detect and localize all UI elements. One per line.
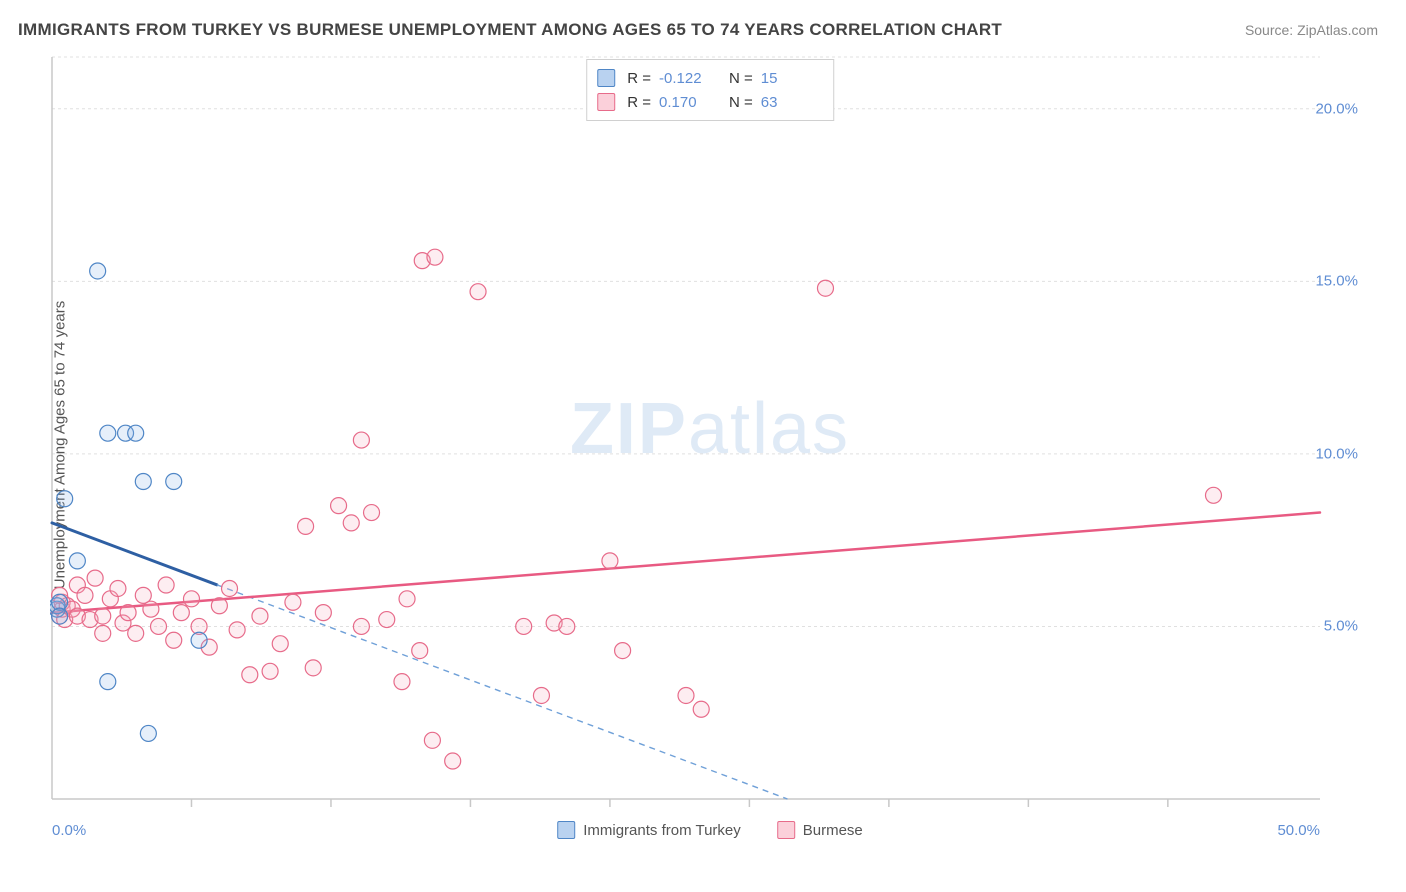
series-legend-item-0: Immigrants from Turkey: [557, 821, 741, 839]
series-legend: Immigrants from Turkey Burmese: [557, 821, 863, 839]
series-label-0: Immigrants from Turkey: [583, 822, 741, 839]
legend-r-value-1: 0.170: [659, 94, 717, 111]
legend-n-label: N =: [729, 70, 753, 87]
legend-row-series-1: R = 0.170 N = 63: [597, 90, 819, 114]
x-tick-label: 50.0%: [1277, 822, 1320, 839]
legend-n-label: N =: [729, 94, 753, 111]
legend-r-value-0: -0.122: [659, 70, 717, 87]
series-label-1: Burmese: [803, 822, 863, 839]
legend-swatch-0: [597, 69, 615, 87]
legend-swatch-1: [597, 93, 615, 111]
chart-title: IMMIGRANTS FROM TURKEY VS BURMESE UNEMPL…: [18, 20, 1002, 40]
legend-r-label: R =: [627, 70, 651, 87]
correlation-legend: R = -0.122 N = 15 R = 0.170 N = 63: [586, 59, 834, 121]
series-legend-item-1: Burmese: [777, 821, 863, 839]
source-label: Source: ZipAtlas.com: [1245, 22, 1378, 38]
series-swatch-1: [777, 821, 795, 839]
legend-n-value-0: 15: [761, 70, 819, 87]
x-tick-label: 0.0%: [52, 822, 86, 839]
y-tick-label: 5.0%: [1324, 618, 1358, 635]
legend-n-value-1: 63: [761, 94, 819, 111]
scatter-plot: [50, 55, 1370, 835]
y-tick-label: 15.0%: [1315, 273, 1358, 290]
legend-row-series-0: R = -0.122 N = 15: [597, 66, 819, 90]
series-swatch-0: [557, 821, 575, 839]
chart-area: Unemployment Among Ages 65 to 74 years Z…: [50, 55, 1370, 835]
legend-r-label: R =: [627, 94, 651, 111]
y-tick-label: 10.0%: [1315, 445, 1358, 462]
y-tick-label: 20.0%: [1315, 100, 1358, 117]
